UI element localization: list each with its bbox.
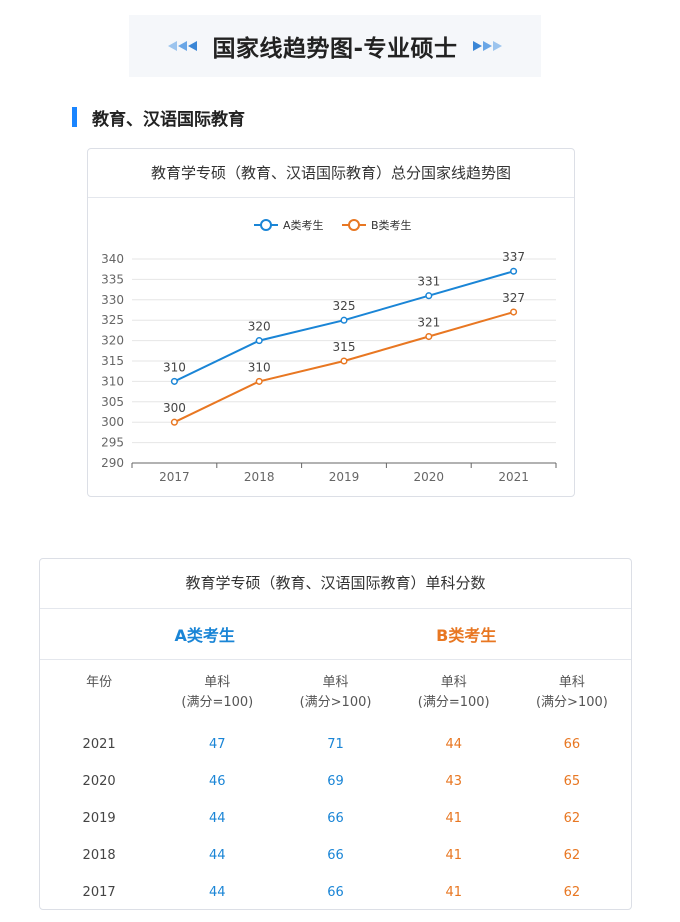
col-header-a-over100: 单科 (满分>100) bbox=[299, 675, 372, 710]
y-tick-label: 320 bbox=[101, 334, 124, 348]
cell-a-over100: 66 bbox=[327, 848, 344, 863]
col-header-year: 年份 bbox=[86, 675, 113, 690]
cell-a-over100: 69 bbox=[327, 774, 344, 789]
col-header-b-100: 单科 (满分=100) bbox=[417, 675, 490, 710]
data-label: 310 bbox=[163, 360, 186, 374]
data-point bbox=[425, 332, 433, 341]
cell-b-over100: 66 bbox=[563, 737, 581, 752]
data-label: 327 bbox=[502, 291, 525, 305]
cell-b-100: 41 bbox=[445, 848, 462, 863]
group-header-row: A类考生 B类考生 bbox=[40, 609, 631, 660]
data-label: 321 bbox=[417, 316, 440, 330]
x-tick-label: 2018 bbox=[244, 470, 275, 484]
legend-marker bbox=[348, 219, 360, 231]
section-heading: 教育、汉语国际教育 bbox=[72, 106, 245, 130]
section-marker bbox=[72, 107, 77, 127]
cell-b-over100: 62 bbox=[563, 885, 581, 900]
data-label: 310 bbox=[248, 360, 271, 374]
cell-a-over100: 66 bbox=[327, 811, 344, 826]
group-b-label: B类考生 bbox=[436, 626, 497, 645]
left-arrows-icon bbox=[168, 41, 198, 51]
cell-a-100: 46 bbox=[209, 774, 226, 789]
y-tick-label: 335 bbox=[101, 272, 124, 286]
cell-year: 2019 bbox=[82, 811, 116, 826]
series-line bbox=[173, 311, 514, 424]
data-point bbox=[340, 357, 348, 365]
table-row: 2018 44 66 41 62 bbox=[40, 837, 631, 874]
table-row: 2021 47 71 44 66 bbox=[40, 726, 631, 763]
y-tick-label: 295 bbox=[101, 436, 124, 450]
cell-a-100: 44 bbox=[209, 885, 226, 900]
data-point bbox=[510, 308, 518, 316]
page-banner: 国家线趋势图-专业硕士 bbox=[129, 15, 541, 77]
x-tick-label: 2017 bbox=[159, 470, 190, 484]
data-label: 315 bbox=[333, 340, 356, 354]
trend-chart-card: 教育学专硕（教育、汉语国际教育）总分国家线趋势图 290 295 300 305 310… bbox=[87, 148, 575, 497]
section-title: 教育、汉语国际教育 bbox=[92, 109, 245, 130]
data-point bbox=[340, 316, 348, 324]
data-label: 331 bbox=[417, 275, 440, 289]
cell-a-over100: 66 bbox=[327, 885, 344, 900]
chart-title: 教育学专硕（教育、汉语国际教育）总分国家线趋势图 bbox=[88, 149, 574, 198]
y-tick-label: 310 bbox=[101, 374, 124, 388]
cell-b-100: 41 bbox=[445, 885, 462, 900]
table-row: 2020 46 69 43 65 bbox=[40, 763, 631, 800]
y-tick-label: 315 bbox=[101, 354, 124, 368]
y-tick-label: 340 bbox=[101, 252, 124, 266]
data-label: 337 bbox=[502, 250, 525, 264]
y-tick-label: 290 bbox=[101, 456, 124, 470]
y-tick-label: 330 bbox=[101, 293, 124, 307]
cell-year: 2017 bbox=[82, 885, 116, 900]
cell-a-100: 47 bbox=[209, 737, 226, 752]
cell-b-over100: 62 bbox=[563, 811, 581, 826]
cell-year: 2020 bbox=[82, 774, 116, 789]
legend-label: A类考生 bbox=[283, 218, 324, 232]
table-title: 教育学专硕（教育、汉语国际教育）单科分数 bbox=[40, 559, 631, 609]
data-point bbox=[170, 418, 178, 426]
y-tick-label: 325 bbox=[101, 313, 124, 327]
cell-b-100: 44 bbox=[445, 737, 462, 752]
legend-marker bbox=[260, 219, 272, 231]
page-title: 国家线趋势图-专业硕士 bbox=[212, 36, 458, 62]
cell-year: 2018 bbox=[82, 848, 116, 863]
trend-chart: 290 295 300 305 310 315 320 325 330 335 340 2017 201… bbox=[101, 218, 557, 484]
y-tick-label: 300 bbox=[101, 415, 124, 429]
cell-a-100: 44 bbox=[209, 811, 226, 826]
x-tick-label: 2020 bbox=[414, 470, 445, 484]
col-header-a-100: 单科 (满分=100) bbox=[181, 675, 254, 710]
right-arrows-icon bbox=[472, 41, 502, 51]
cell-a-100: 44 bbox=[209, 848, 226, 863]
cell-b-100: 43 bbox=[445, 774, 462, 789]
data-label: 325 bbox=[333, 299, 356, 313]
data-point bbox=[255, 337, 263, 345]
data-label: 320 bbox=[248, 320, 271, 334]
data-point bbox=[170, 377, 178, 385]
y-tick-label: 305 bbox=[101, 395, 124, 409]
cell-b-over100: 62 bbox=[563, 848, 581, 863]
data-point bbox=[425, 292, 433, 300]
group-a-label: A类考生 bbox=[174, 626, 235, 645]
legend-label: B类考生 bbox=[371, 218, 412, 232]
data-point bbox=[255, 377, 263, 385]
cell-b-100: 41 bbox=[445, 811, 462, 826]
data-point bbox=[510, 267, 518, 275]
data-label: 300 bbox=[163, 401, 186, 415]
column-header-row: 年份 单科 (满分=100) 单科 (满分>100) 单科 (满分=100) 单科 (满… bbox=[40, 660, 631, 726]
single-subject-table: 教育学专硕（教育、汉语国际教育）单科分数 A类考生 B类考生 年份 单科 (满分=… bbox=[39, 558, 632, 910]
cell-b-over100: 65 bbox=[563, 774, 581, 789]
col-header-b-over100: 单科 (满分>100) bbox=[535, 675, 608, 710]
x-tick-label: 2021 bbox=[498, 470, 529, 484]
x-tick-label: 2019 bbox=[329, 470, 360, 484]
table-row: 2019 44 66 41 62 bbox=[40, 800, 631, 837]
cell-year: 2021 bbox=[82, 737, 116, 752]
table-row: 2017 44 66 41 62 bbox=[40, 874, 631, 911]
cell-a-over100: 71 bbox=[327, 737, 344, 752]
